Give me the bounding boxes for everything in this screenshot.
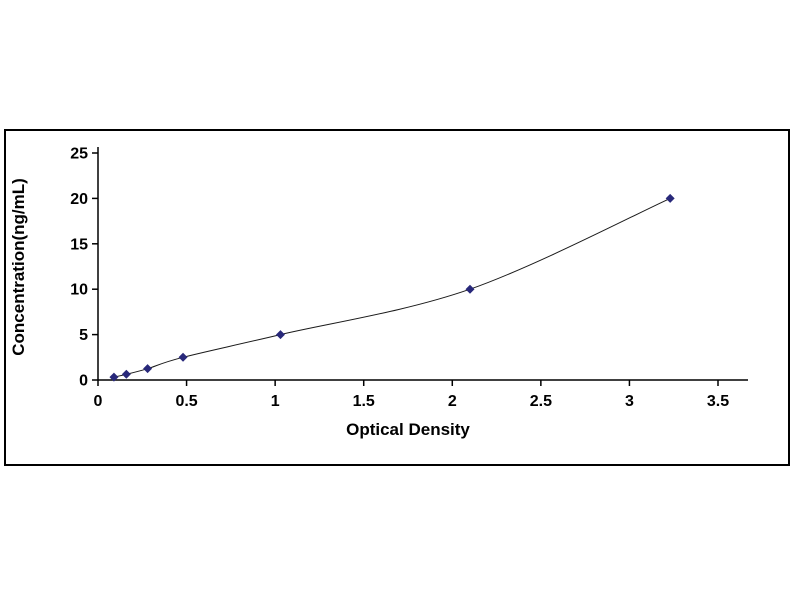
series-line — [113, 197, 671, 378]
x-tick-label: 2.5 — [530, 393, 552, 410]
y-tick-label: 15 — [70, 236, 88, 253]
y-tick-label: 10 — [70, 282, 88, 299]
y-tick-label: 20 — [70, 191, 88, 208]
y-axis-label: Concentration(ng/mL) — [9, 178, 28, 356]
y-tick-label: 5 — [79, 327, 88, 344]
x-tick-label: 3.5 — [707, 393, 729, 410]
data-point-marker — [143, 364, 153, 374]
x-tick-label: 1.5 — [353, 393, 375, 410]
data-point-marker — [275, 330, 285, 340]
data-point-marker — [465, 284, 475, 294]
x-tick-label: 2 — [448, 393, 457, 410]
data-point-marker — [121, 369, 131, 379]
x-tick-label: 1 — [271, 393, 280, 410]
x-tick-label: 0.5 — [175, 393, 197, 410]
data-point-marker — [109, 372, 119, 382]
x-tick-label: 3 — [625, 393, 634, 410]
data-point-marker — [665, 193, 675, 203]
chart-frame: Concentration(ng/mL) Optical Density 0 5 1… — [4, 129, 790, 466]
plot-area: Concentration(ng/mL) Optical Density 0 5 1… — [9, 146, 748, 439]
x-tick-label: 0 — [94, 393, 103, 410]
data-point-marker — [178, 352, 188, 362]
x-axis-label: Optical Density — [346, 420, 470, 439]
y-tick-label: 25 — [70, 146, 88, 163]
y-tick-label: 0 — [79, 373, 88, 390]
